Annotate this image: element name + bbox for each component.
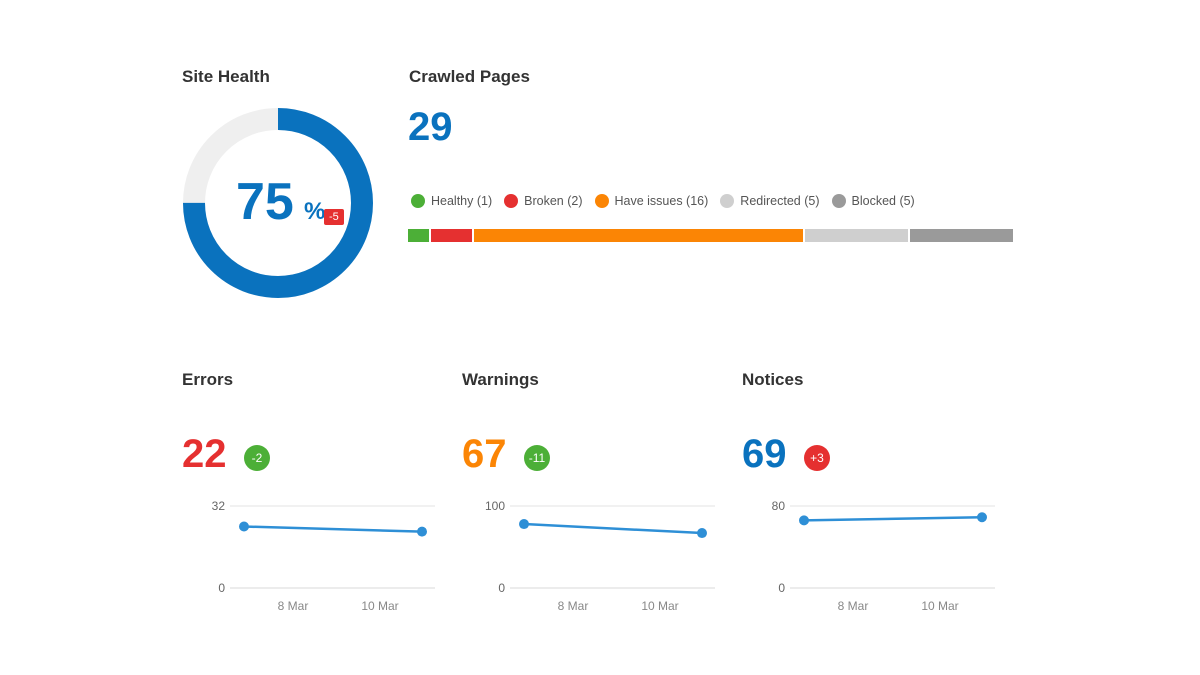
metric-change-badge: -2 xyxy=(244,445,270,471)
data-point[interactable] xyxy=(239,521,249,532)
donut-progress xyxy=(183,108,373,298)
legend-label: Blocked (5) xyxy=(851,194,915,208)
y-tick-max: 80 xyxy=(772,499,786,513)
legend-label: Have issues (16) xyxy=(614,194,709,208)
site-health-title: Site Health xyxy=(182,67,270,86)
series-line xyxy=(803,516,983,522)
crawled-stacked-bar xyxy=(408,229,1014,242)
bar-segment[interactable] xyxy=(430,229,472,242)
metric-change-badge: -11 xyxy=(524,445,550,471)
site-health-donut xyxy=(183,108,373,298)
legend-item[interactable]: Redirected (5) xyxy=(720,194,820,208)
y-tick-max: 32 xyxy=(212,499,226,513)
legend-dot-icon xyxy=(720,194,735,208)
x-tick: 10 Mar xyxy=(641,599,678,613)
legend-dot-icon xyxy=(411,194,425,208)
crawled-pages-value: 29 xyxy=(408,105,453,149)
x-tick: 10 Mar xyxy=(361,599,398,613)
crawled-pages-title: Crawled Pages xyxy=(409,67,530,86)
legend-label: Broken (2) xyxy=(524,194,583,208)
site-health-unit: % xyxy=(304,198,326,225)
legend-dot-icon xyxy=(831,194,846,208)
x-tick: 10 Mar xyxy=(921,599,958,613)
series-line xyxy=(523,522,703,535)
metric-title: Warnings xyxy=(462,370,539,389)
x-tick: 8 Mar xyxy=(278,599,309,613)
site-health-value: 75 xyxy=(236,173,294,231)
data-point[interactable] xyxy=(977,512,987,523)
bar-segment[interactable] xyxy=(408,229,429,242)
site-health-change-badge: -5 xyxy=(324,209,344,225)
legend-label: Redirected (5) xyxy=(740,194,820,208)
bar-segment[interactable] xyxy=(805,229,909,242)
legend-label: Healthy (1) xyxy=(431,194,493,208)
metric-title: Notices xyxy=(742,370,804,389)
legend-item[interactable]: Have issues (16) xyxy=(594,194,709,208)
series-line xyxy=(243,525,423,533)
legend-item[interactable]: Blocked (5) xyxy=(831,194,915,208)
y-tick-max: 100 xyxy=(485,499,505,513)
x-tick: 8 Mar xyxy=(838,599,869,613)
metric-value: 22 xyxy=(182,432,227,476)
y-tick-min: 0 xyxy=(778,581,785,595)
legend-dot-icon xyxy=(594,194,609,208)
legend-dot-icon xyxy=(504,194,519,208)
x-tick: 8 Mar xyxy=(558,599,589,613)
data-point[interactable] xyxy=(799,515,809,526)
y-tick-min: 0 xyxy=(218,581,225,595)
metric-change-badge: +3 xyxy=(804,445,830,471)
crawled-legend: Healthy (1) Broken (2) Have issues (16) Red… xyxy=(411,194,915,208)
legend-item[interactable]: Healthy (1) xyxy=(411,194,492,208)
y-tick-min: 0 xyxy=(498,581,505,595)
bar-segment[interactable] xyxy=(473,229,804,242)
data-point[interactable] xyxy=(697,528,707,539)
bar-segment[interactable] xyxy=(910,229,1014,242)
metric-value: 67 xyxy=(462,432,507,476)
legend-item[interactable]: Broken (2) xyxy=(504,194,583,208)
data-point[interactable] xyxy=(417,526,427,537)
metric-title: Errors xyxy=(182,370,234,389)
metric-value: 69 xyxy=(742,432,787,476)
data-point[interactable] xyxy=(519,519,529,530)
